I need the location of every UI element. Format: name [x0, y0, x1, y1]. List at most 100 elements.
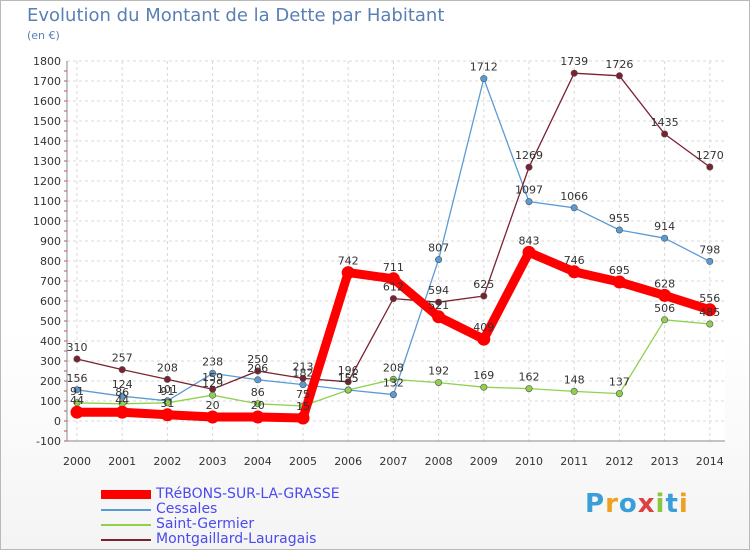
logo-letter: o	[618, 489, 638, 519]
legend-label: TRéBONS-SUR-LA-GRASSE	[156, 486, 340, 502]
x-tick-label: 2004	[244, 455, 272, 468]
y-tick-label: 1700	[33, 75, 61, 88]
data-point-tr-bons-sur-la-grasse	[612, 275, 626, 289]
data-point-tr-bons-sur-la-grasse	[477, 332, 491, 346]
data-label-saint-germier: 86	[251, 386, 265, 399]
data-label-saint-germier: 75	[296, 388, 310, 401]
data-point-montgaillard-lauragais	[435, 298, 443, 306]
x-tick-label: 2003	[199, 455, 227, 468]
legend-label: Cessales	[156, 501, 218, 517]
y-tick-label: 1400	[33, 135, 61, 148]
x-tick-label: 2010	[515, 455, 543, 468]
chart-subtitle: (en €)	[27, 29, 60, 42]
y-tick-label: 600	[40, 295, 61, 308]
data-label-saint-germier: 91	[160, 385, 174, 398]
data-label-montgaillard-lauragais: 208	[157, 361, 178, 374]
y-tick-label: 1800	[33, 55, 61, 68]
data-point-saint-germier	[389, 375, 397, 383]
legend-label: Saint-Germier	[156, 516, 255, 532]
data-label-saint-germier: 485	[699, 306, 720, 319]
data-label-tr-bons-sur-la-grasse: 409	[473, 321, 494, 334]
data-point-montgaillard-lauragais	[118, 366, 126, 374]
data-label-tr-bons-sur-la-grasse: 628	[654, 277, 675, 290]
data-label-montgaillard-lauragais: 1269	[515, 149, 543, 162]
data-label-cessales: 1066	[560, 190, 588, 203]
data-point-saint-germier	[344, 386, 352, 394]
data-point-montgaillard-lauragais	[209, 385, 217, 393]
data-label-saint-germier: 506	[654, 302, 675, 315]
data-point-cessales	[525, 198, 533, 206]
chart-title: Evolution du Montant de la Dette par Hab…	[27, 5, 445, 26]
data-point-saint-germier	[706, 320, 714, 328]
y-tick-label: 700	[40, 275, 61, 288]
x-tick-label: 2012	[605, 455, 633, 468]
x-tick-label: 2001	[108, 455, 136, 468]
data-label-montgaillard-lauragais: 1726	[605, 58, 633, 71]
data-point-cessales	[209, 369, 217, 377]
data-label-tr-bons-sur-la-grasse: 742	[338, 255, 359, 268]
data-label-montgaillard-lauragais: 612	[383, 281, 404, 294]
legend-swatch	[101, 490, 151, 499]
proxiti-logo: Proxiti	[585, 489, 689, 519]
data-point-montgaillard-lauragais	[299, 374, 307, 382]
y-tick-label: 500	[40, 315, 61, 328]
data-point-montgaillard-lauragais	[706, 163, 714, 171]
x-tick-label: 2006	[334, 455, 362, 468]
data-label-montgaillard-lauragais: 594	[428, 284, 449, 297]
legend-swatch	[101, 524, 151, 526]
y-tick-label: 900	[40, 235, 61, 248]
data-label-saint-germier: 91	[70, 385, 84, 398]
logo-letter: i	[655, 489, 666, 519]
data-point-tr-bons-sur-la-grasse	[386, 272, 400, 286]
y-tick-label: 400	[40, 335, 61, 348]
y-tick-label: 100	[40, 395, 61, 408]
data-point-saint-germier	[209, 391, 217, 399]
data-label-saint-germier: 169	[473, 369, 494, 382]
data-label-tr-bons-sur-la-grasse: 711	[383, 261, 404, 274]
data-point-saint-germier	[615, 390, 623, 398]
logo-letter: t	[665, 489, 679, 519]
y-tick-label: 1000	[33, 215, 61, 228]
data-point-cessales	[615, 226, 623, 234]
logo-letter: r	[605, 489, 619, 519]
legend-swatch	[101, 509, 151, 511]
x-tick-label: 2000	[63, 455, 91, 468]
data-label-montgaillard-lauragais: 1435	[651, 116, 679, 129]
x-tick-label: 2009	[470, 455, 498, 468]
y-tick-label: 300	[40, 355, 61, 368]
data-label-saint-germier: 137	[609, 376, 630, 389]
data-point-saint-germier	[525, 385, 533, 393]
y-tick-label: 0	[54, 415, 61, 428]
data-label-tr-bons-sur-la-grasse: 746	[564, 254, 585, 267]
data-point-saint-germier	[163, 399, 171, 407]
data-point-tr-bons-sur-la-grasse	[341, 266, 355, 280]
data-label-tr-bons-sur-la-grasse: 20	[251, 399, 265, 412]
y-tick-label: 800	[40, 255, 61, 268]
data-label-cessales: 156	[67, 372, 88, 385]
data-point-montgaillard-lauragais	[163, 375, 171, 383]
x-tick-label: 2008	[425, 455, 453, 468]
y-tick-label: 1200	[33, 175, 61, 188]
y-tick-label: 200	[40, 375, 61, 388]
data-label-tr-bons-sur-la-grasse: 15	[296, 400, 310, 413]
x-tick-label: 2002	[153, 455, 181, 468]
data-label-tr-bons-sur-la-grasse: 521	[428, 299, 449, 312]
data-point-tr-bons-sur-la-grasse	[70, 405, 84, 419]
data-point-cessales	[299, 381, 307, 389]
data-point-montgaillard-lauragais	[615, 72, 623, 80]
data-point-montgaillard-lauragais	[480, 292, 488, 300]
data-point-saint-germier	[661, 316, 669, 324]
data-label-cessales: 182	[293, 367, 314, 380]
data-label-tr-bons-sur-la-grasse: 695	[609, 264, 630, 277]
data-label-montgaillard-lauragais: 1739	[560, 55, 588, 68]
data-point-cessales	[480, 75, 488, 83]
data-label-cessales: 1097	[515, 184, 543, 197]
data-label-cessales: 798	[699, 243, 720, 256]
data-label-cessales: 1712	[470, 61, 498, 74]
legend-label: Montgaillard-Lauragais	[156, 531, 317, 547]
data-point-cessales	[661, 234, 669, 242]
data-label-saint-germier: 192	[428, 365, 449, 378]
x-tick-label: 2011	[560, 455, 588, 468]
data-point-tr-bons-sur-la-grasse	[251, 410, 265, 424]
